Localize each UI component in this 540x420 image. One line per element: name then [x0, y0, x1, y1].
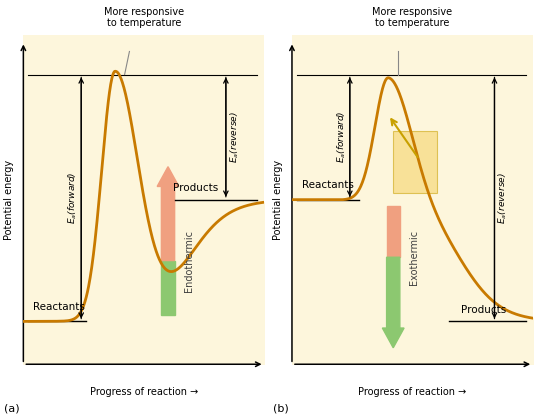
FancyArrow shape — [157, 167, 179, 260]
Text: Exothermic: Exothermic — [409, 230, 419, 285]
Text: Endothermic: Endothermic — [184, 230, 194, 291]
Text: $E_a$(forward): $E_a$(forward) — [66, 172, 79, 224]
FancyArrow shape — [387, 206, 400, 257]
Text: (b): (b) — [273, 404, 288, 414]
Text: Reactants: Reactants — [302, 180, 354, 190]
FancyArrow shape — [382, 257, 404, 348]
Text: Products: Products — [173, 183, 218, 193]
Text: (a): (a) — [4, 404, 19, 414]
Text: Progress of reaction →: Progress of reaction → — [90, 387, 198, 397]
Text: Progress of reaction →: Progress of reaction → — [359, 387, 467, 397]
FancyArrow shape — [161, 260, 174, 315]
Text: Reactants: Reactants — [33, 302, 85, 312]
Text: $E_a$(reverse): $E_a$(reverse) — [497, 172, 509, 224]
Text: $E_a$(forward): $E_a$(forward) — [335, 111, 348, 163]
Text: Products: Products — [461, 305, 506, 315]
Text: More responsive
to temperature: More responsive to temperature — [373, 7, 453, 29]
Text: $E_a$(reverse): $E_a$(reverse) — [228, 111, 240, 163]
FancyBboxPatch shape — [393, 131, 437, 193]
Text: Potential energy: Potential energy — [273, 160, 282, 240]
Text: Potential energy: Potential energy — [4, 160, 14, 240]
Text: More responsive
to temperature: More responsive to temperature — [104, 7, 184, 29]
